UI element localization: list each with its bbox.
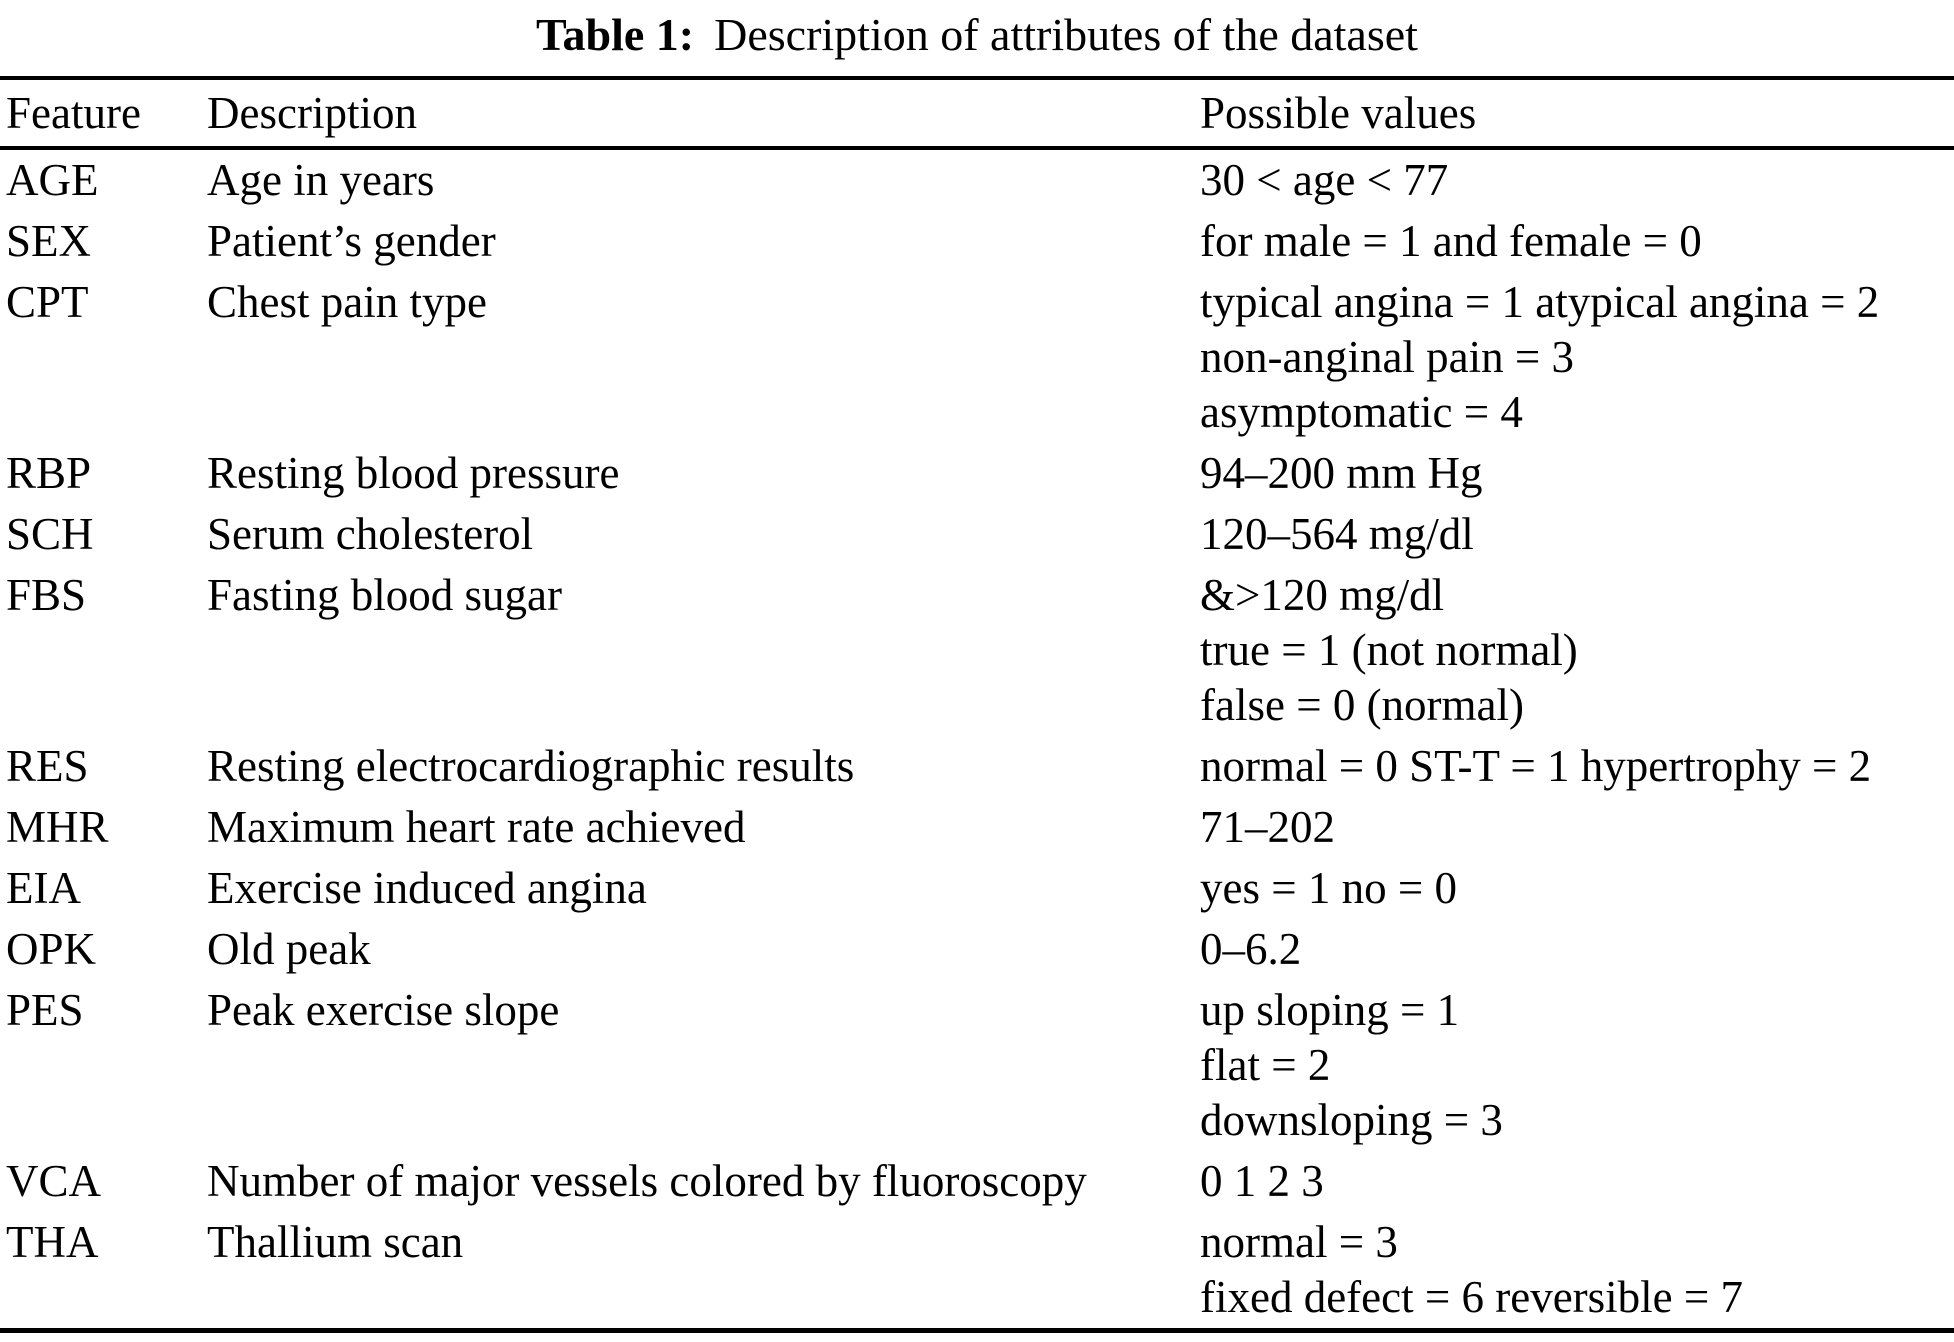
table-caption: Table 1: Description of attributes of the…	[0, 0, 1954, 62]
caption-text: Description of attributes of the dataset	[714, 9, 1418, 60]
table-row-mhr: MHR Maximum heart rate achieved 71–202	[0, 797, 1954, 858]
value-line: 120–564 mg/dl	[1200, 509, 1474, 559]
values-cell: 0 1 2 3	[1194, 1154, 1954, 1209]
value-line: yes = 1 no = 0	[1200, 863, 1457, 913]
feature-cell: AGE	[6, 155, 99, 205]
table-row-sch: SCH Serum cholesterol 120–564 mg/dl	[0, 504, 1954, 565]
feature-cell: SEX	[6, 216, 92, 266]
value-line: non-anginal pain = 3	[1200, 332, 1575, 382]
table-row-pes: PES Peak exercise slope up sloping = 1 f…	[0, 980, 1954, 1151]
feature-cell: SCH	[6, 509, 94, 559]
value-line: typical angina = 1 atypical angina = 2	[1200, 277, 1880, 327]
feature-cell: OPK	[6, 924, 97, 974]
values-cell: typical angina = 1 atypical angina = 2 n…	[1194, 275, 1954, 440]
values-cell: up sloping = 1 flat = 2 downsloping = 3	[1194, 983, 1954, 1148]
description-cell: Resting blood pressure	[207, 448, 620, 498]
description-cell: Patient’s gender	[207, 216, 496, 266]
value-line: for male = 1 and female = 0	[1200, 216, 1702, 266]
values-cell: normal = 0 ST-T = 1 hypertrophy = 2	[1194, 739, 1954, 794]
value-line: asymptomatic = 4	[1200, 387, 1523, 437]
bottom-rule	[0, 1328, 1954, 1333]
table-row-sex: SEX Patient’s gender for male = 1 and fe…	[0, 211, 1954, 272]
description-cell: Number of major vessels colored by fluor…	[207, 1156, 1087, 1206]
attributes-table: Feature Description Possible values AGE …	[0, 76, 1954, 1333]
table-row-opk: OPK Old peak 0–6.2	[0, 919, 1954, 980]
description-cell: Thallium scan	[207, 1217, 464, 1267]
values-cell: 94–200 mm Hg	[1194, 446, 1954, 501]
values-cell: 120–564 mg/dl	[1194, 507, 1954, 562]
description-cell: Age in years	[207, 155, 435, 205]
description-cell: Old peak	[207, 924, 371, 974]
value-line: 71–202	[1200, 802, 1335, 852]
values-cell: 0–6.2	[1194, 922, 1954, 977]
value-line: 94–200 mm Hg	[1200, 448, 1483, 498]
description-cell: Resting electrocardiographic results	[207, 741, 855, 791]
values-cell: 30 < age < 77	[1194, 153, 1954, 208]
value-line: normal = 0 ST-T = 1 hypertrophy = 2	[1200, 741, 1872, 791]
value-line: downsloping = 3	[1200, 1095, 1503, 1145]
caption-label: Table 1:	[536, 9, 695, 60]
table-row-eia: EIA Exercise induced angina yes = 1 no =…	[0, 858, 1954, 919]
description-cell: Maximum heart rate achieved	[207, 802, 746, 852]
header-rule	[0, 146, 1954, 150]
description-cell: Exercise induced angina	[207, 863, 647, 913]
feature-cell: PES	[6, 985, 84, 1035]
table-header-row: Feature Description Possible values	[0, 80, 1954, 146]
feature-cell: RES	[6, 741, 89, 791]
feature-cell: CPT	[6, 277, 89, 327]
description-cell: Peak exercise slope	[207, 985, 560, 1035]
value-line: 0 1 2 3	[1200, 1156, 1324, 1206]
column-header-description: Description	[207, 88, 417, 138]
feature-cell: FBS	[6, 570, 87, 620]
values-cell: 71–202	[1194, 800, 1954, 855]
description-cell: Chest pain type	[207, 277, 487, 327]
value-line: 0–6.2	[1200, 924, 1302, 974]
values-cell: yes = 1 no = 0	[1194, 861, 1954, 916]
feature-cell: THA	[6, 1217, 99, 1267]
value-line: 30 < age < 77	[1200, 155, 1449, 205]
table-row-rbp: RBP Resting blood pressure 94–200 mm Hg	[0, 443, 1954, 504]
feature-cell: MHR	[6, 802, 109, 852]
value-line: flat = 2	[1200, 1040, 1331, 1090]
table-row-age: AGE Age in years 30 < age < 77	[0, 150, 1954, 211]
values-cell: normal = 3 fixed defect = 6 reversible =…	[1194, 1215, 1954, 1325]
description-cell: Serum cholesterol	[207, 509, 534, 559]
value-line: true = 1 (not normal)	[1200, 625, 1578, 675]
value-line: up sloping = 1	[1200, 985, 1460, 1035]
value-line: &>120 mg/dl	[1200, 570, 1445, 620]
feature-cell: VCA	[6, 1156, 102, 1206]
table-row-res: RES Resting electrocardiographic results…	[0, 736, 1954, 797]
feature-cell: EIA	[6, 863, 81, 913]
values-cell: for male = 1 and female = 0	[1194, 214, 1954, 269]
description-cell: Fasting blood sugar	[207, 570, 562, 620]
value-line: normal = 3	[1200, 1217, 1398, 1267]
value-line: false = 0 (normal)	[1200, 680, 1525, 730]
values-cell: &>120 mg/dl true = 1 (not normal) false …	[1194, 568, 1954, 733]
table-row-tha: THA Thallium scan normal = 3 fixed defec…	[0, 1212, 1954, 1328]
column-header-possible-values: Possible values	[1200, 88, 1477, 138]
table-row-cpt: CPT Chest pain type typical angina = 1 a…	[0, 272, 1954, 443]
feature-cell: RBP	[6, 448, 92, 498]
column-header-feature: Feature	[6, 88, 141, 138]
table-row-fbs: FBS Fasting blood sugar &>120 mg/dl true…	[0, 565, 1954, 736]
top-rule	[0, 76, 1954, 80]
value-line: fixed defect = 6 reversible = 7	[1200, 1272, 1744, 1322]
table-row-vca: VCA Number of major vessels colored by f…	[0, 1151, 1954, 1212]
